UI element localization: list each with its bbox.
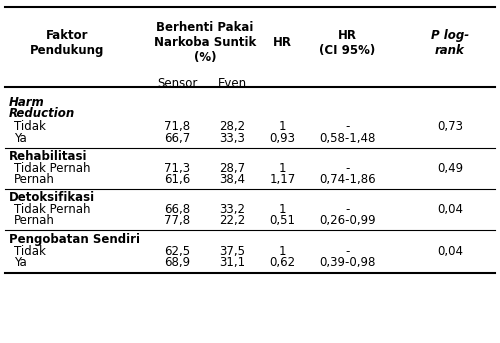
Text: -: -: [346, 120, 350, 133]
Text: Rehabilitasi: Rehabilitasi: [9, 150, 88, 163]
Text: 0,04: 0,04: [437, 203, 463, 216]
Text: 0,93: 0,93: [270, 132, 295, 145]
Text: Tidak Pernah: Tidak Pernah: [14, 162, 90, 175]
Text: 66,7: 66,7: [164, 132, 190, 145]
Text: 33,3: 33,3: [220, 132, 246, 145]
Text: Tidak Pernah: Tidak Pernah: [14, 203, 90, 216]
Text: 28,7: 28,7: [220, 162, 246, 175]
Text: P log-
rank: P log- rank: [431, 29, 469, 57]
Text: Ya: Ya: [14, 132, 27, 145]
Text: HR
(CI 95%): HR (CI 95%): [320, 29, 376, 57]
Text: 1,17: 1,17: [270, 173, 295, 186]
Text: Reduction: Reduction: [9, 107, 75, 120]
Text: 22,2: 22,2: [220, 214, 246, 227]
Text: 68,9: 68,9: [164, 256, 190, 269]
Text: Berhenti Pakai
Narkoba Suntik
(%): Berhenti Pakai Narkoba Suntik (%): [154, 21, 256, 64]
Text: 0,04: 0,04: [437, 245, 463, 258]
Text: Detoksifikasi: Detoksifikasi: [9, 191, 95, 204]
Text: 0,62: 0,62: [270, 256, 295, 269]
Text: 1: 1: [279, 162, 286, 175]
Text: Pengobatan Sendiri: Pengobatan Sendiri: [9, 233, 140, 246]
Text: Even: Even: [218, 76, 247, 90]
Text: 0,26-0,99: 0,26-0,99: [319, 214, 376, 227]
Text: 71,8: 71,8: [164, 120, 190, 133]
Text: Faktor
Pendukung: Faktor Pendukung: [30, 29, 104, 57]
Text: 0,49: 0,49: [437, 162, 463, 175]
Text: 0,74-1,86: 0,74-1,86: [319, 173, 376, 186]
Text: 31,1: 31,1: [220, 256, 246, 269]
Text: Tidak: Tidak: [14, 120, 46, 133]
Text: 37,5: 37,5: [220, 245, 246, 258]
Text: HR: HR: [273, 36, 292, 49]
Text: 38,4: 38,4: [220, 173, 246, 186]
Text: 0,51: 0,51: [270, 214, 295, 227]
Text: 0,73: 0,73: [437, 120, 463, 133]
Text: 33,2: 33,2: [220, 203, 246, 216]
Text: Pernah: Pernah: [14, 214, 55, 227]
Text: -: -: [346, 162, 350, 175]
Text: 62,5: 62,5: [164, 245, 190, 258]
Text: Pernah: Pernah: [14, 173, 55, 186]
Text: Tidak: Tidak: [14, 245, 46, 258]
Text: 1: 1: [279, 120, 286, 133]
Text: Ya: Ya: [14, 256, 27, 269]
Text: 0,39-0,98: 0,39-0,98: [320, 256, 376, 269]
Text: 77,8: 77,8: [164, 214, 190, 227]
Text: 0,58-1,48: 0,58-1,48: [320, 132, 376, 145]
Text: 1: 1: [279, 203, 286, 216]
Text: -: -: [346, 203, 350, 216]
Text: 71,3: 71,3: [164, 162, 190, 175]
Text: 28,2: 28,2: [220, 120, 246, 133]
Text: -: -: [346, 245, 350, 258]
Text: Sensor: Sensor: [158, 76, 198, 90]
Text: 1: 1: [279, 245, 286, 258]
Text: Harm: Harm: [9, 96, 45, 109]
Text: 66,8: 66,8: [164, 203, 190, 216]
Text: 61,6: 61,6: [164, 173, 190, 186]
